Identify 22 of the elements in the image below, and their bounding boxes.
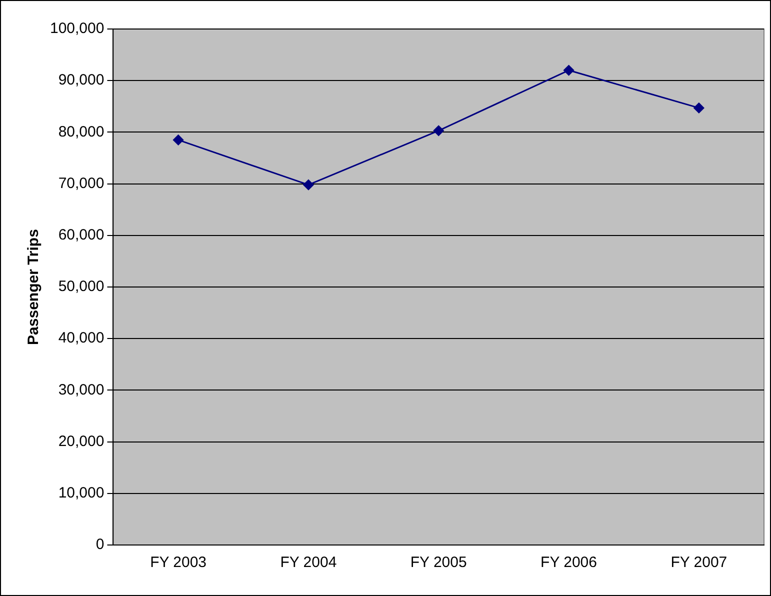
point (173, 134, 184, 146)
point (694, 102, 704, 114)
y-tick-label: 100,000 (50, 20, 104, 38)
y-tick-label: 20,000 (58, 432, 104, 450)
y-tick-label: 90,000 (58, 72, 104, 89)
y-tick-label: 10,000 (58, 484, 104, 502)
x-tick-label: FY 2005 (410, 554, 467, 572)
point (433, 125, 444, 136)
y-tick-label: 0 (96, 536, 104, 554)
x-tick-label: FY 2004 (280, 554, 337, 572)
x-tick-label: FY 2007 (670, 554, 728, 572)
y-tick-label: 60,000 (58, 226, 104, 244)
point (303, 180, 314, 190)
y-tick-label: 80,000 (58, 123, 104, 140)
x-tick-label: FY 2006 (540, 554, 597, 572)
y-tick-label: 30,000 (58, 381, 104, 398)
x-tick-label: FY 2003 (150, 554, 207, 572)
y-tick-label: 40,000 (58, 330, 104, 347)
point (564, 65, 574, 76)
y-axis-title: Passenger Trips (25, 229, 42, 345)
y-tick-label: 50,000 (58, 278, 104, 296)
y-tick-label: 70,000 (58, 174, 104, 192)
